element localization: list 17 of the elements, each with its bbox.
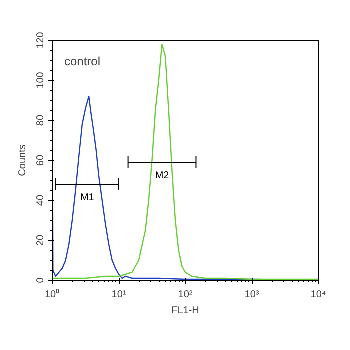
x-axis-title: FL1-H <box>172 306 200 316</box>
x-tick-label: 10² <box>178 290 194 300</box>
y-tick-label: 20 <box>36 234 46 246</box>
y-tick-label: 80 <box>36 114 46 126</box>
y-tick-label: 120 <box>36 32 46 49</box>
annotation: control <box>64 54 101 68</box>
x-tick-label: 10⁴ <box>310 290 326 300</box>
y-tick-label: 60 <box>36 154 46 166</box>
y-axis-title: Counts <box>18 144 28 176</box>
series-label: M1 <box>80 192 95 204</box>
x-tick-label: 10⁰ <box>44 288 60 300</box>
y-tick-label: 100 <box>36 72 46 89</box>
x-tick-label: 10³ <box>244 290 260 300</box>
series-label: M2 <box>155 170 170 182</box>
y-tick-label: 40 <box>36 194 46 206</box>
x-tick-label: 10¹ <box>112 290 127 300</box>
y-tick-label: 0 <box>36 277 46 284</box>
